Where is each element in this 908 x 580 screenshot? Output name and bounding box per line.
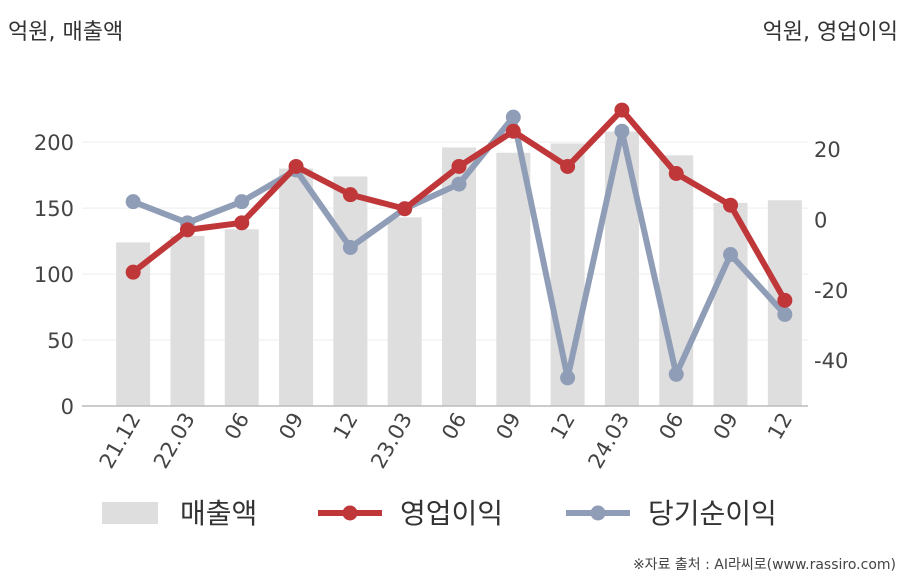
point-net-income (451, 176, 467, 192)
point-net-income (723, 247, 739, 263)
x-tick-label: 09 (491, 409, 525, 444)
y-left-tick-label: 100 (34, 263, 74, 287)
source-note: ※자료 출처 : AI라씨로(www.rassiro.com) (632, 557, 896, 573)
point-operating-profit (560, 158, 576, 174)
x-tick-label: 12 (329, 409, 363, 444)
legend-marker-net (590, 505, 606, 521)
legend-label-operating: 영업이익 (400, 497, 503, 530)
y-right-tick-label: -20 (814, 279, 848, 303)
point-operating-profit (614, 102, 630, 118)
point-operating-profit (451, 158, 467, 174)
y-right-tick-label: 20 (814, 138, 841, 162)
left-axis-unit: 억원, 매출액 (8, 20, 124, 45)
x-tick-label: 09 (709, 409, 743, 444)
x-tick-label: 06 (220, 409, 254, 444)
point-net-income (342, 239, 358, 255)
point-operating-profit (505, 123, 521, 139)
point-operating-profit (723, 197, 739, 213)
legend-label-revenue: 매출액 (180, 497, 257, 530)
point-net-income (614, 123, 630, 139)
x-tick-label: 06 (437, 409, 471, 444)
point-net-income (125, 194, 141, 210)
x-tick-label: 12 (546, 409, 580, 444)
y-right-tick-label: 0 (814, 208, 827, 232)
legend: 매출액 영업이익 당기순이익 (102, 497, 777, 530)
bar-revenue (170, 235, 205, 406)
x-tick-label: 22.03 (149, 409, 200, 473)
legend-swatch-revenue (102, 502, 158, 524)
point-operating-profit (234, 215, 250, 231)
y-right-tick-label: -40 (814, 349, 848, 373)
bar-revenue (713, 202, 748, 406)
point-net-income (505, 109, 521, 125)
point-operating-profit (288, 158, 304, 174)
bar-revenue (387, 217, 422, 406)
x-tick-label: 06 (654, 409, 688, 444)
y-left-tick-label: 200 (34, 131, 74, 155)
line-series (125, 102, 793, 386)
y-left-tick-label: 50 (47, 329, 74, 353)
point-operating-profit (342, 187, 358, 203)
x-tick-label: 23.03 (366, 409, 417, 473)
right-axis-unit: 억원, 영업이익 (762, 20, 898, 45)
legend-label-net: 당기순이익 (648, 497, 777, 530)
bar-revenue (496, 152, 531, 406)
point-net-income (777, 306, 793, 322)
bar-revenue (279, 168, 314, 406)
x-tick-label: 12 (763, 409, 797, 444)
bar-revenue (550, 143, 585, 406)
bar-revenue (333, 176, 368, 406)
point-net-income (560, 370, 576, 386)
y-left-tick-label: 0 (61, 395, 74, 419)
legend-marker-operating (342, 505, 358, 521)
point-operating-profit (668, 166, 684, 181)
x-tick-label: 21.12 (95, 409, 146, 473)
bar-revenue (224, 229, 259, 406)
point-operating-profit (397, 201, 413, 217)
x-tick-label: 09 (274, 409, 308, 444)
point-operating-profit (125, 264, 141, 280)
point-operating-profit (179, 222, 195, 238)
point-operating-profit (777, 292, 793, 308)
x-tick-label: 24.03 (583, 409, 634, 473)
point-net-income (234, 194, 250, 210)
y-left-tick-label: 150 (34, 197, 74, 221)
point-net-income (668, 366, 684, 382)
